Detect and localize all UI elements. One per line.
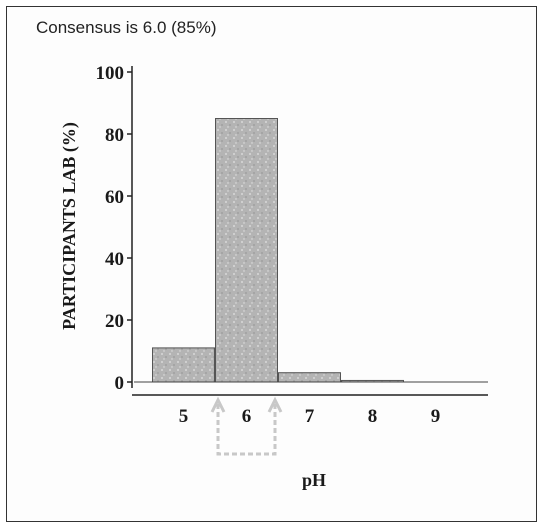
bar-ph-5	[152, 347, 215, 383]
x-tick-label-8: 8	[368, 406, 378, 427]
bar-ph-7	[278, 372, 341, 383]
bar-ph-6	[215, 118, 278, 383]
y-tick-label-20: 20	[105, 311, 124, 332]
x-tick-label-7: 7	[305, 406, 315, 427]
y-tick-label-100: 100	[96, 63, 125, 84]
x-axis-title: pH	[302, 470, 326, 490]
y-axis-title: PARTICIPANTS LAB (%)	[59, 122, 80, 330]
x-tick-label-5: 5	[179, 406, 189, 427]
consensus-bracket	[216, 404, 277, 456]
y-tick-label-40: 40	[105, 249, 124, 270]
bracket-arrow-right	[267, 396, 283, 413]
x-tick-label-6: 6	[242, 406, 252, 427]
y-tick-label-60: 60	[105, 187, 124, 208]
y-tick-label-80: 80	[105, 125, 124, 146]
x-tick-label-9: 9	[431, 406, 441, 427]
bracket-arrow-left	[210, 396, 226, 413]
consensus-label: Consensus is 6.0 (85%)	[36, 18, 217, 37]
y-tick-label-0: 0	[115, 373, 125, 394]
